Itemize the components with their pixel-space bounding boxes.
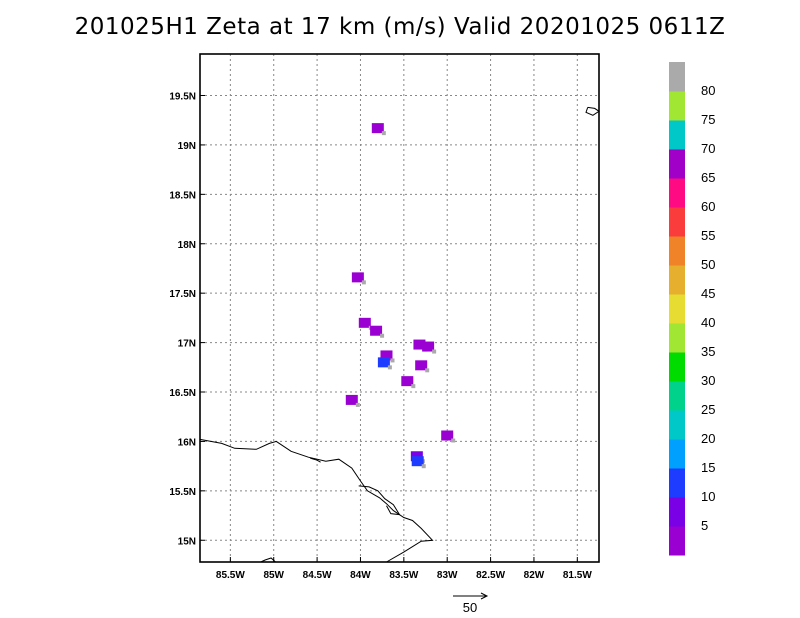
colorbar-label: 10: [701, 489, 715, 504]
chart-title: 201025H1 Zeta at 17 km (m/s) Valid 20201…: [74, 14, 726, 40]
x-tick-label: 83W: [437, 570, 458, 581]
colorbar-label: 5: [701, 518, 708, 533]
plot-frame: [199, 53, 600, 563]
colorbar-swatch: [669, 178, 685, 208]
coastline: [585, 106, 600, 116]
reference-vector-label: 50: [463, 600, 477, 615]
coastlines: [199, 106, 600, 563]
y-tick-label: 15.5N: [169, 487, 196, 498]
colorbar-label: 75: [701, 112, 715, 127]
vorticity-cell-edge: [361, 280, 366, 285]
vorticity-cell: [371, 123, 384, 134]
vorticity-cell: [441, 430, 454, 441]
vorticity-cell-edge: [381, 131, 386, 136]
x-tick-label: 85.5W: [216, 570, 245, 581]
colorbar-swatch: [669, 236, 685, 266]
coastline: [310, 457, 321, 463]
y-tick-label: 16.5N: [169, 388, 196, 399]
y-tick-label: 16N: [178, 437, 196, 448]
vorticity-cell-edge: [425, 368, 430, 373]
vorticity-cell: [413, 339, 426, 350]
coastline: [358, 485, 401, 516]
vorticity-cell: [345, 394, 358, 405]
x-tick-label: 84.5W: [303, 570, 332, 581]
colorbar-label: 35: [701, 344, 715, 359]
y-tick-label: 17.5N: [169, 289, 196, 300]
x-tick-label: 82W: [524, 570, 545, 581]
x-tick-label: 83.5W: [389, 570, 418, 581]
colorbar-swatch: [669, 91, 685, 121]
colorbar-label: 50: [701, 257, 715, 272]
colorbar-label: 45: [701, 286, 715, 301]
vorticity-cell: [358, 317, 371, 328]
y-tick-label: 15N: [178, 536, 196, 547]
colorbar-swatch: [669, 323, 685, 353]
vorticity-cell-edge: [387, 365, 392, 370]
colorbar-swatch: [669, 497, 685, 527]
colorbar-swatch: [669, 149, 685, 179]
vorticity-cell: [422, 341, 435, 352]
y-tick-label: 17N: [178, 339, 196, 350]
colorbar-swatch: [669, 120, 685, 150]
colorbar-swatch: [669, 62, 685, 92]
vorticity-cell: [415, 360, 428, 371]
vorticity-cell: [411, 456, 424, 467]
y-axis-ticks: 15N 15.5N 16N 16.5N 17N 17.5N 18N 18.5N 19N 19.5N: [169, 92, 205, 547]
colorbar-label: 70: [701, 141, 715, 156]
coastline: [199, 438, 434, 563]
colorbar-label: 20: [701, 431, 715, 446]
colorbar-swatch: [669, 468, 685, 498]
colorbar-swatch: [669, 352, 685, 382]
gridlines: [200, 54, 599, 562]
x-tick-label: 84W: [350, 570, 371, 581]
vorticity-cell: [380, 350, 393, 361]
colorbar-label: 60: [701, 199, 715, 214]
colorbar-swatch: [669, 526, 685, 556]
vorticity-cell-edge: [355, 402, 360, 407]
reference-vector-arrowhead: [480, 592, 489, 600]
colorbar-label: 80: [701, 83, 715, 98]
vorticity-cell: [370, 325, 383, 336]
vorticity-field: [345, 123, 456, 469]
vorticity-cell-edge: [421, 464, 426, 469]
vorticity-cell-edge: [411, 384, 416, 389]
colorbar-label: 30: [701, 373, 715, 388]
colorbar-swatch: [669, 439, 685, 469]
colorbar-label: 65: [701, 170, 715, 185]
x-axis-ticks: 85.5W 85W 84.5W 84W 83.5W 83W 82.5W 82W 81.5W: [216, 557, 592, 581]
x-tick-label: 82.5W: [476, 570, 505, 581]
colorbar-swatch: [669, 265, 685, 295]
colorbar-label: 55: [701, 228, 715, 243]
vorticity-cell-edge: [451, 438, 456, 443]
vorticity-cell: [377, 357, 390, 368]
colorbar-label: 25: [701, 402, 715, 417]
x-tick-label: 81.5W: [563, 570, 592, 581]
vorticity-cell-edge: [380, 333, 385, 338]
y-tick-label: 18N: [178, 240, 196, 251]
colorbar-swatch: [669, 294, 685, 324]
y-tick-label: 19N: [178, 141, 196, 152]
vorticity-cell-edge: [432, 349, 437, 354]
colorbar-swatch: [669, 381, 685, 411]
colorbar: 5 10 15 20 25 30 35 40 45 50 55 60 65 70 75 80: [669, 62, 715, 556]
colorbar-swatch: [669, 207, 685, 237]
reference-vector: 50: [453, 592, 489, 615]
colorbar-swatch: [669, 410, 685, 440]
vorticity-cell: [401, 376, 414, 387]
x-tick-label: 85W: [263, 570, 284, 581]
y-tick-label: 19.5N: [169, 92, 196, 103]
colorbar-label: 40: [701, 315, 715, 330]
vorticity-cell: [351, 272, 364, 283]
y-tick-label: 18.5N: [169, 190, 196, 201]
colorbar-label: 15: [701, 460, 715, 475]
vorticity-cell-edge: [390, 358, 395, 363]
